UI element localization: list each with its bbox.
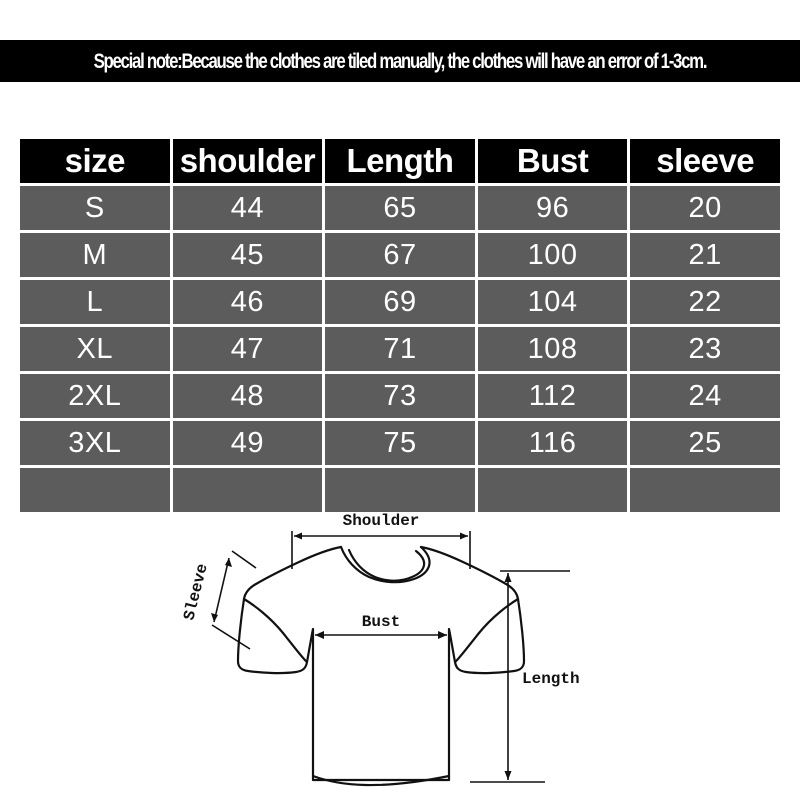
cell-size: XL — [20, 327, 170, 371]
cell-length: 67 — [325, 233, 475, 277]
shoulder-dimension-line — [291, 531, 471, 569]
cell-sleeve: 23 — [630, 327, 780, 371]
header-row: size shoulder Length Bust sleeve — [20, 139, 780, 183]
cell-sleeve: 22 — [630, 280, 780, 324]
cell-shoulder: 49 — [172, 421, 323, 465]
cell-shoulder — [172, 468, 323, 512]
size-chart-table: size shoulder Length Bust sleeve S 44 65… — [17, 136, 783, 515]
length-label: Length — [522, 670, 580, 688]
cell-size — [20, 468, 170, 512]
cell-shoulder: 48 — [172, 374, 323, 418]
cell-bust: 112 — [477, 374, 628, 418]
table-row: XL 47 71 108 23 — [20, 327, 780, 371]
size-chart-header: size shoulder Length Bust sleeve — [20, 139, 780, 183]
cell-size: 3XL — [20, 421, 170, 465]
shoulder-label: Shoulder — [343, 512, 420, 530]
table-row: L 46 69 104 22 — [20, 280, 780, 324]
tshirt-measurement-diagram: Shoulder Sleeve Bust Length — [0, 505, 800, 800]
cell-sleeve: 20 — [630, 186, 780, 230]
cell-length: 71 — [325, 327, 475, 371]
special-note-text: Special note:Because the clothes are til… — [93, 49, 708, 73]
column-header-shoulder: shoulder — [172, 139, 323, 183]
table-row: 3XL 49 75 116 25 — [20, 421, 780, 465]
cell-shoulder: 44 — [172, 186, 323, 230]
bust-label: Bust — [362, 613, 400, 631]
cell-bust: 104 — [477, 280, 628, 324]
table-row-empty — [20, 468, 780, 512]
bust-dimension-line — [315, 631, 447, 639]
table-row: 2XL 48 73 112 24 — [20, 374, 780, 418]
cell-length — [325, 468, 475, 512]
cell-bust: 96 — [477, 186, 628, 230]
cell-length: 75 — [325, 421, 475, 465]
cell-size: L — [20, 280, 170, 324]
sleeve-label: Sleeve — [180, 562, 211, 622]
column-header-length: Length — [325, 139, 475, 183]
cell-sleeve: 21 — [630, 233, 780, 277]
table-row: M 45 67 100 21 — [20, 233, 780, 277]
cell-shoulder: 46 — [172, 280, 323, 324]
sleeve-dimension-line — [211, 550, 257, 650]
cell-size: S — [20, 186, 170, 230]
cell-bust: 108 — [477, 327, 628, 371]
cell-sleeve — [630, 468, 780, 512]
cell-length: 69 — [325, 280, 475, 324]
cell-length: 65 — [325, 186, 475, 230]
cell-bust: 100 — [477, 233, 628, 277]
cell-shoulder: 47 — [172, 327, 323, 371]
cell-bust: 116 — [477, 421, 628, 465]
length-dimension-line — [470, 570, 570, 783]
column-header-size: size — [20, 139, 170, 183]
table-row: S 44 65 96 20 — [20, 186, 780, 230]
cell-size: 2XL — [20, 374, 170, 418]
cell-size: M — [20, 233, 170, 277]
tshirt-outline-icon — [236, 545, 526, 787]
size-chart-body: S 44 65 96 20 M 45 67 100 21 L 46 69 104… — [20, 186, 780, 512]
cell-bust — [477, 468, 628, 512]
special-note-bar: Special note:Because the clothes are til… — [0, 40, 800, 82]
cell-length: 73 — [325, 374, 475, 418]
column-header-sleeve: sleeve — [630, 139, 780, 183]
cell-sleeve: 24 — [630, 374, 780, 418]
cell-shoulder: 45 — [172, 233, 323, 277]
column-header-bust: Bust — [477, 139, 628, 183]
cell-sleeve: 25 — [630, 421, 780, 465]
